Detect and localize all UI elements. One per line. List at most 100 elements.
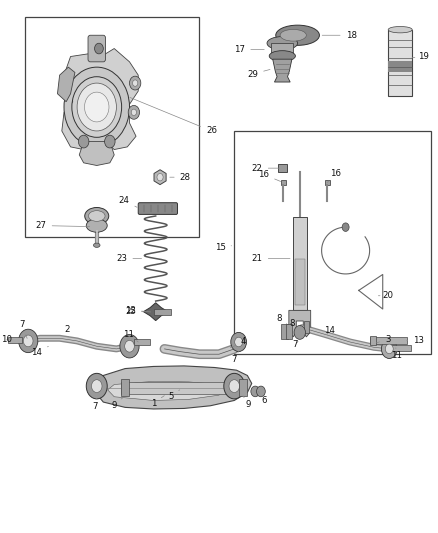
Ellipse shape xyxy=(88,211,105,221)
Text: 2: 2 xyxy=(64,325,70,337)
Bar xyxy=(294,259,305,305)
Text: 14: 14 xyxy=(31,346,49,357)
Circle shape xyxy=(78,135,89,148)
Text: 11: 11 xyxy=(123,330,138,342)
Circle shape xyxy=(86,373,107,399)
Text: 16: 16 xyxy=(258,170,281,181)
Text: 8: 8 xyxy=(290,319,301,328)
Bar xyxy=(286,324,292,339)
Text: 7: 7 xyxy=(92,398,97,411)
Polygon shape xyxy=(144,303,168,321)
FancyBboxPatch shape xyxy=(138,203,177,214)
Polygon shape xyxy=(79,142,114,165)
Ellipse shape xyxy=(269,51,295,61)
Circle shape xyxy=(120,335,139,358)
Text: 25: 25 xyxy=(125,307,144,316)
Ellipse shape xyxy=(267,37,297,50)
Bar xyxy=(304,321,308,334)
Text: 5: 5 xyxy=(168,390,180,401)
Bar xyxy=(239,379,247,396)
Text: 8: 8 xyxy=(276,313,287,324)
Text: 19: 19 xyxy=(412,52,428,61)
Circle shape xyxy=(231,333,247,352)
Text: 7: 7 xyxy=(293,340,298,349)
Circle shape xyxy=(133,80,138,86)
Bar xyxy=(234,131,431,354)
Bar xyxy=(153,309,171,316)
Polygon shape xyxy=(108,381,223,400)
Text: 9: 9 xyxy=(243,395,251,409)
Circle shape xyxy=(18,329,38,353)
Bar xyxy=(121,379,130,396)
Text: 22: 22 xyxy=(252,164,279,173)
Polygon shape xyxy=(273,59,292,82)
Bar xyxy=(272,43,293,56)
Polygon shape xyxy=(289,310,311,337)
Circle shape xyxy=(77,83,117,131)
Polygon shape xyxy=(154,169,166,184)
Text: 29: 29 xyxy=(247,69,270,78)
Circle shape xyxy=(125,341,134,352)
Circle shape xyxy=(157,173,163,181)
Text: 12: 12 xyxy=(125,305,151,314)
Bar xyxy=(281,180,286,185)
Circle shape xyxy=(224,373,245,399)
Text: 3: 3 xyxy=(377,335,390,344)
Circle shape xyxy=(131,109,137,116)
Text: 24: 24 xyxy=(119,196,137,207)
Circle shape xyxy=(92,379,102,392)
Text: 18: 18 xyxy=(322,31,357,40)
Text: 21: 21 xyxy=(252,254,290,263)
Bar xyxy=(388,30,412,96)
Bar xyxy=(325,180,330,185)
Text: 26: 26 xyxy=(130,98,217,135)
Bar xyxy=(370,336,376,345)
Text: 6: 6 xyxy=(258,391,267,405)
Text: 11: 11 xyxy=(391,348,402,360)
Circle shape xyxy=(85,92,109,122)
Ellipse shape xyxy=(280,29,306,41)
Text: 17: 17 xyxy=(234,45,264,54)
Bar xyxy=(389,345,411,351)
Circle shape xyxy=(251,386,260,397)
Circle shape xyxy=(342,223,349,231)
Text: 20: 20 xyxy=(378,291,394,300)
Text: 14: 14 xyxy=(324,326,335,335)
Text: 10: 10 xyxy=(1,335,12,344)
Polygon shape xyxy=(57,67,75,102)
Ellipse shape xyxy=(85,207,109,224)
Bar xyxy=(8,337,22,343)
Circle shape xyxy=(235,337,243,347)
Text: 9: 9 xyxy=(111,398,123,410)
Bar xyxy=(134,340,150,345)
Bar xyxy=(25,17,199,237)
Ellipse shape xyxy=(86,219,107,232)
Circle shape xyxy=(130,76,141,90)
Circle shape xyxy=(294,326,305,340)
Bar xyxy=(370,337,407,344)
Ellipse shape xyxy=(388,27,412,33)
Text: 23: 23 xyxy=(117,254,141,263)
Bar xyxy=(282,324,288,339)
Circle shape xyxy=(128,106,140,119)
Circle shape xyxy=(105,135,115,148)
Bar xyxy=(278,165,287,172)
Text: 28: 28 xyxy=(170,173,191,182)
Bar xyxy=(293,217,307,310)
Text: 1: 1 xyxy=(151,395,164,408)
Bar xyxy=(121,382,239,393)
Circle shape xyxy=(229,379,240,392)
Circle shape xyxy=(381,340,397,359)
Text: 15: 15 xyxy=(215,244,232,253)
Circle shape xyxy=(385,344,393,354)
Polygon shape xyxy=(62,49,138,150)
Polygon shape xyxy=(92,366,252,409)
Text: 27: 27 xyxy=(35,221,90,230)
FancyBboxPatch shape xyxy=(88,35,106,62)
Text: 4: 4 xyxy=(230,337,246,348)
Ellipse shape xyxy=(276,25,319,45)
Circle shape xyxy=(257,386,265,397)
Text: 7: 7 xyxy=(232,352,239,364)
Text: 7: 7 xyxy=(19,320,27,338)
Bar xyxy=(388,61,412,72)
